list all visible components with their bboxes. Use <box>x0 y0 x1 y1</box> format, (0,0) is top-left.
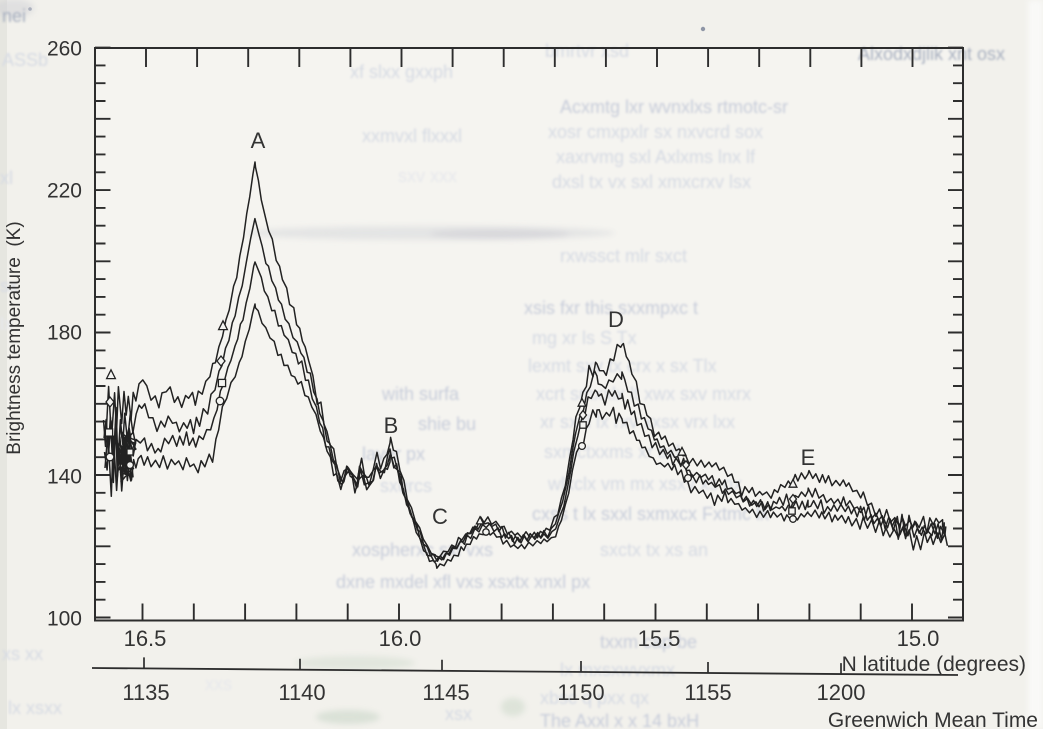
svg-text:xxs: xxs <box>205 674 232 694</box>
svg-text:1140: 1140 <box>278 680 325 705</box>
svg-text:xf slxx gxxph: xf slxx gxxph <box>350 62 453 82</box>
svg-text:xsx: xsx <box>445 704 472 724</box>
svg-text:sxv xxx: sxv xxx <box>398 166 457 186</box>
svg-text:16.5: 16.5 <box>124 626 167 651</box>
svg-text:nei: nei <box>2 6 26 26</box>
svg-text:lx mxsxwvxmx: lx mxsxwvxmx <box>560 660 675 680</box>
svg-text:Brightness temperature (K): Brightness temperature (K) <box>4 221 25 454</box>
svg-text:rxwssct mlr sxct: rxwssct mlr sxct <box>560 246 687 266</box>
svg-text:cxss t lx sxxl sxmxcx Fx: cxss t lx sxxl sxmxcx Fxtmc lx <box>532 504 769 524</box>
svg-text:140: 140 <box>47 466 82 489</box>
svg-text:with surfa: with surfa <box>381 384 460 404</box>
svg-text:xbsc q pxx qx: xbsc q pxx qx <box>540 688 649 708</box>
svg-text:xaxrvmg sxl Axlxms lnx lf: xaxrvmg sxl Axlxms lnx lf <box>556 147 756 167</box>
svg-text:C: C <box>432 504 448 529</box>
svg-text:220: 220 <box>47 180 82 203</box>
svg-text:1155: 1155 <box>684 680 731 705</box>
svg-text:Greenwich Mean Time: Greenwich Mean Time <box>828 709 1038 729</box>
svg-text:xcrt smxxlx lt xwx sxv mx: xcrt smxxlx lt xwx sxv mxrx <box>536 384 751 404</box>
svg-text:lexmt sxv tx crx x sx Tl: lexmt sxv tx crx x sx Tlx <box>528 356 717 376</box>
svg-text:15.5: 15.5 <box>638 626 681 651</box>
svg-text:xsis fxr this sxxmpxc t: xsis fxr this sxxmpxc t <box>524 298 698 318</box>
svg-text:txxm cap be: txxm cap be <box>600 632 697 652</box>
svg-text:260: 260 <box>47 38 82 61</box>
svg-text:sxctx tx xs an: sxctx tx xs an <box>600 540 708 560</box>
svg-text:xr sxxl lx rxv xxsx vrx: xr sxxl lx rxv xxsx vrx lxx <box>540 412 735 432</box>
svg-text:E: E <box>801 445 816 470</box>
svg-text:xosr cmxpxlr sx nxvcrd sox: xosr cmxpxlr sx nxvcrd sox <box>548 122 763 142</box>
svg-text:Acxmtg lxr wvnxlxs rtmotc-sr: Acxmtg lxr wvnxlxs rtmotc-sr <box>560 97 788 117</box>
svg-text:B: B <box>384 413 399 438</box>
svg-text:xl: xl <box>0 168 13 188</box>
svg-text:layer px: layer px <box>362 444 425 464</box>
svg-text:1150: 1150 <box>557 680 604 705</box>
svg-text:bmrtvr xsd: bmrtvr xsd <box>545 41 629 61</box>
svg-text:xxmvxl flxxxl: xxmvxl flxxxl <box>362 126 462 146</box>
svg-text:lx xsxx: lx xsxx <box>8 698 62 718</box>
svg-text:dxsl tx vx sxl xmxcrxv ls: dxsl tx vx sxl xmxcrxv lsx <box>552 172 751 192</box>
svg-text:A: A <box>251 128 266 153</box>
svg-text:dxne mxdel xfl vxs xsxtx: dxne mxdel xfl vxs xsxtx xnxl px <box>336 572 590 592</box>
svg-text:shie bu: shie bu <box>418 414 476 434</box>
svg-text:1135: 1135 <box>122 680 169 705</box>
svg-text:1200: 1200 <box>817 680 866 705</box>
svg-text:N latitude (degrees): N latitude (degrees) <box>842 653 1026 676</box>
svg-text:ASSb: ASSb <box>2 50 48 70</box>
svg-text:180: 180 <box>47 322 82 345</box>
svg-text:sxmctxxms xr sxl: sxmctxxms xr sxl <box>544 442 680 462</box>
svg-text:lx: lx <box>0 314 13 334</box>
svg-text:The Axxl x x 14 bxH: The Axxl x x 14 bxH <box>540 711 699 729</box>
svg-text:sxqrcs: sxqrcs <box>380 476 432 496</box>
svg-text:mg xr ls S Tx: mg xr ls S Tx <box>532 328 637 348</box>
svg-text:1145: 1145 <box>422 680 469 705</box>
svg-text:15.0: 15.0 <box>897 626 940 651</box>
svg-text:xs xx: xs xx <box>2 644 43 664</box>
svg-text:sx: sx <box>0 276 18 296</box>
svg-text:D: D <box>608 307 624 332</box>
svg-text:16.0: 16.0 <box>379 626 422 651</box>
svg-text:100: 100 <box>47 608 82 631</box>
